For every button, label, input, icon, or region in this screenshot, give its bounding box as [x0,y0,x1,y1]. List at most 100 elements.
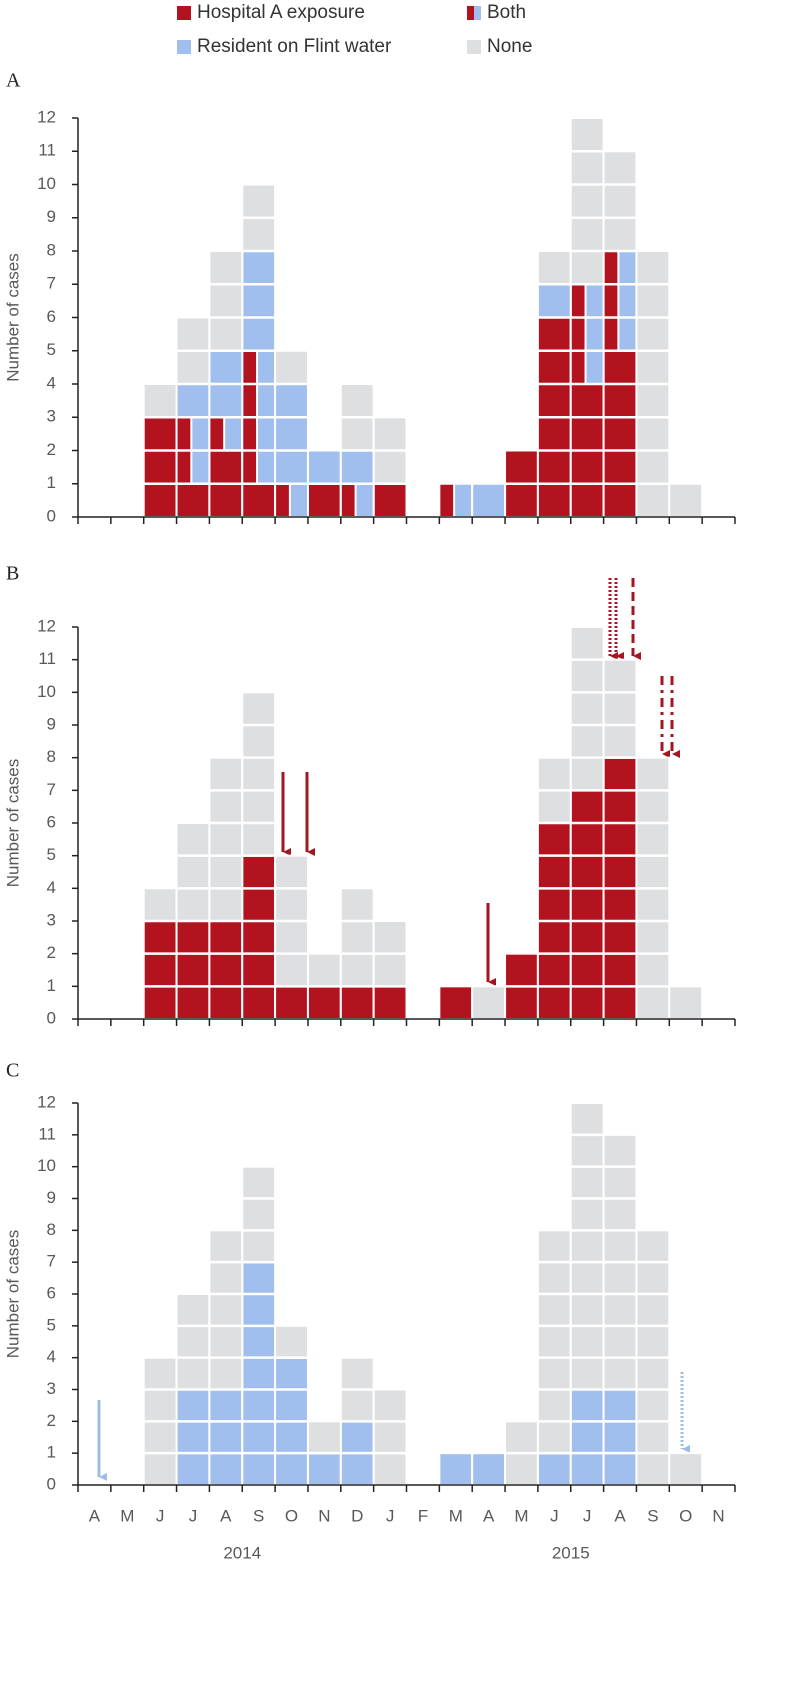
bar-segment [208,416,244,452]
bar-segment [274,482,309,518]
year-label: 2015 [552,1543,590,1562]
y-tick-label: 0 [47,1474,56,1493]
legend-swatch [177,6,191,20]
legend-swatch [177,40,191,54]
x-tick-label: J [386,1506,395,1525]
bar-segment [372,985,408,1020]
x-tick-label: N [712,1506,724,1525]
y-axis-label: Number of cases [3,253,22,382]
y-tick-label: 5 [47,1315,56,1334]
panel-label: A [6,70,21,92]
x-tick-label: N [318,1506,330,1525]
x-tick-label: M [514,1506,528,1525]
bar-segment [306,1452,342,1486]
arrows-c [97,1372,682,1477]
y-tick-label: 6 [47,812,56,831]
panel-label: C [6,1060,19,1082]
x-tick-label: A [483,1506,495,1525]
bar-segment [306,482,342,518]
y-tick-label: 12 [37,1092,56,1111]
bar-segment [175,1293,211,1391]
bar-segment [241,250,277,352]
y-tick-label: 7 [47,780,56,799]
y-tick-label: 8 [47,1220,56,1239]
y-tick-label: 7 [47,274,56,293]
bar-segment [208,920,244,1020]
bar-part [274,482,291,518]
bar-segment [602,150,638,252]
y-tick-label: 5 [47,340,56,359]
bar-segment [175,822,211,922]
bar-segment [142,887,178,922]
bar-segment [208,1388,244,1486]
x-tick-label: M [449,1506,463,1525]
y-tick-label: 1 [47,1443,56,1462]
bar-segment [536,250,572,286]
bar-segment [602,658,638,759]
y-tick-label: 8 [47,747,56,766]
x-tick-label: A [220,1506,232,1525]
bar-part [339,482,357,518]
x-tick-label: S [647,1506,658,1525]
bar-segment [602,250,638,352]
legend-label: Hospital A exposure [197,2,365,23]
bar-segment [142,383,178,419]
bar-segment [668,1452,704,1486]
y-tick-label: 11 [38,141,56,160]
panel-label: B [6,563,19,585]
bar-segment [142,416,178,518]
y-tick-label: 1 [47,473,56,492]
bar-segment [668,985,704,1020]
year-label: 2014 [223,1543,261,1562]
legend-item: None [467,36,532,57]
x-tick-label: J [189,1506,198,1525]
bar-segment [274,1324,309,1359]
y-tick-label: 0 [47,1008,56,1027]
x-tick-label: F [418,1506,428,1525]
bar-segment [339,887,375,988]
x-tick-label: O [285,1506,298,1525]
y-tick-label: 7 [47,1252,56,1271]
bar-segment [438,482,474,518]
y-tick-label: 9 [47,1188,56,1207]
legend-swatch [467,40,481,54]
x-tick-label: M [120,1506,134,1525]
y-tick-label: 10 [37,1156,56,1175]
bar-segment [306,952,342,988]
y-tick-label: 10 [37,174,56,193]
y-tick-label: 3 [47,910,56,929]
bar-segment [208,250,244,352]
y-tick-label: 12 [37,107,56,126]
legend-item: Both [467,2,526,23]
bar-part [569,283,587,385]
y-tick-label: 4 [47,878,56,897]
y-tick-label: 11 [38,649,56,668]
legend-swatch [474,6,481,20]
y-tick-label: 9 [47,207,56,226]
bar-segment [602,349,638,518]
x-tick-label: A [89,1506,101,1525]
y-axis-label: Number of cases [3,1230,22,1359]
y-tick-label: 5 [47,845,56,864]
bar-segment [175,920,211,1020]
x-tick-label: D [351,1506,363,1525]
bar-segment [241,691,277,857]
bar-segment [274,349,309,385]
bar-segment [339,985,375,1020]
y-axis-label: Number of cases [3,759,22,888]
bar-part [208,416,226,452]
bar-segment [306,449,342,485]
y-tick-label: 2 [47,943,56,962]
bar-segment [438,1452,474,1486]
bar-segment [471,1452,507,1486]
y-tick-label: 1 [47,976,56,995]
legend-label: None [487,36,532,57]
y-tick-label: 8 [47,240,56,259]
bar-segment [569,1102,605,1391]
bar-segment [569,283,605,385]
bar-segment [175,482,211,518]
bar-segment [175,383,211,419]
bar-segment [241,482,277,518]
bar-segment [536,283,572,319]
x-tick-label: J [550,1506,559,1525]
